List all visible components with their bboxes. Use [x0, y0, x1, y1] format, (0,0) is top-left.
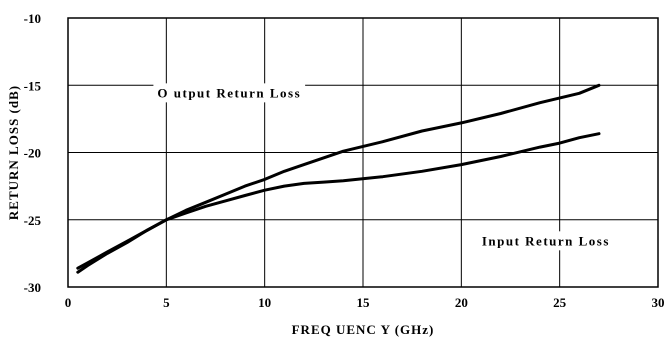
- y-tick-label: -15: [24, 78, 42, 93]
- x-tick-label: 30: [652, 295, 665, 310]
- data-series: [76, 83, 601, 274]
- annotations: O utput Return Loss Input Return Loss: [153, 83, 614, 251]
- x-tick-label: 10: [258, 295, 271, 310]
- y-tick-label: -20: [24, 146, 41, 161]
- y-tick-label: -10: [24, 11, 41, 26]
- y-tick-label: -30: [24, 280, 41, 295]
- annotation-background: [153, 83, 306, 103]
- x-tick-label: 20: [455, 295, 468, 310]
- y-axis-tick-labels: -30 -25 -20 -15 -10: [24, 11, 42, 295]
- series-line: [76, 132, 601, 270]
- annotation-label: O utput Return Loss: [157, 85, 301, 100]
- x-tick-label: 5: [163, 295, 170, 310]
- x-tick-label: 0: [65, 295, 72, 310]
- y-axis-title: RETURN LOSS (dB): [6, 85, 21, 220]
- y-tick-label: -25: [24, 213, 42, 228]
- annotation-label: Input Return Loss: [482, 233, 610, 248]
- x-axis-title: FREQ UENC Y (GHz): [292, 322, 435, 337]
- x-axis-tick-labels: 0 5 10 15 20 25 30: [65, 295, 665, 310]
- plot-area-frame: [67, 17, 659, 288]
- x-tick-label: 25: [553, 295, 567, 310]
- x-tick-label: 15: [357, 295, 371, 310]
- annotation-background: [477, 231, 614, 251]
